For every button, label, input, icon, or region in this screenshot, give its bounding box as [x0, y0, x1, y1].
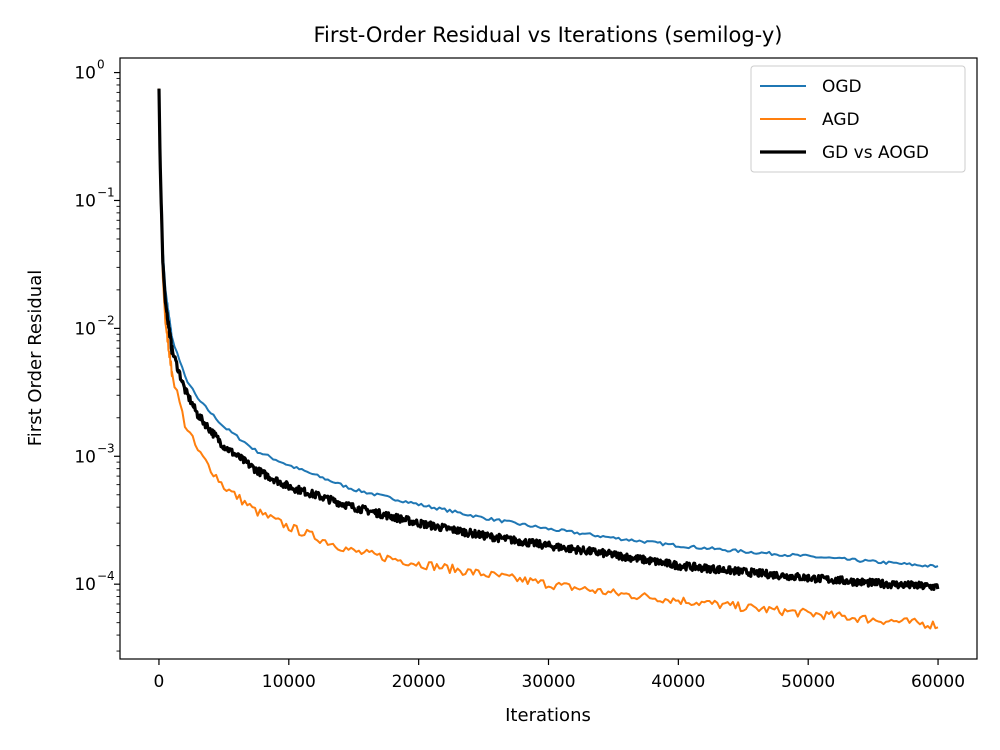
- x-tick-label: 20000: [392, 672, 446, 692]
- x-tick-label: 30000: [521, 672, 575, 692]
- y-tick-exponent: −4: [97, 569, 115, 583]
- x-tick-label: 40000: [651, 672, 705, 692]
- x-tick-label: 50000: [781, 672, 835, 692]
- y-tick-exponent: 0: [97, 58, 105, 72]
- y-tick-label: 10: [74, 64, 96, 84]
- y-axis-label: First Order Residual: [25, 270, 46, 447]
- y-tick-label: 10: [74, 191, 96, 211]
- x-tick-label: 0: [154, 672, 165, 692]
- y-tick-exponent: −2: [97, 313, 115, 327]
- series-line-gd-vs-aogd: [157, 88, 940, 592]
- series-line-agd: [158, 88, 939, 630]
- y-tick-exponent: −3: [97, 441, 115, 455]
- y-tick-label: 10: [74, 319, 96, 339]
- y-tick-label: 10: [74, 575, 96, 595]
- x-axis-label: Iterations: [505, 705, 591, 726]
- legend-label: AGD: [822, 110, 860, 130]
- y-tick-exponent: −1: [97, 185, 115, 199]
- y-tick-label: 10: [74, 447, 96, 467]
- series-line-ogd: [158, 88, 939, 568]
- legend-label: GD vs AOGD: [822, 143, 929, 163]
- legend-box: [750, 65, 966, 173]
- x-tick-label: 60000: [911, 672, 965, 692]
- x-tick-label: 10000: [262, 672, 316, 692]
- legend: OGD AGD GD vs AOGD: [750, 65, 966, 173]
- legend-label: OGD: [822, 77, 862, 97]
- series-group: [157, 88, 940, 630]
- x-axis: 0 10000 20000 30000 40000 50000 60000: [154, 659, 965, 692]
- chart-title: First-Order Residual vs Iterations (semi…: [314, 23, 783, 47]
